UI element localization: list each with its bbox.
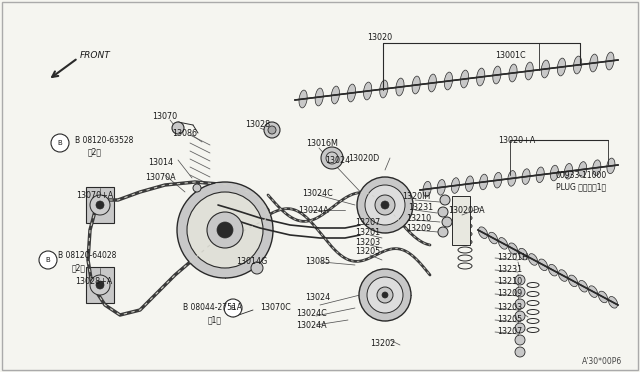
Ellipse shape xyxy=(579,162,587,177)
Text: A'30*00P6: A'30*00P6 xyxy=(582,357,622,366)
Text: 13024: 13024 xyxy=(305,294,330,302)
Text: 13205: 13205 xyxy=(497,315,522,324)
Text: 13086: 13086 xyxy=(172,128,197,138)
Ellipse shape xyxy=(548,264,557,276)
Circle shape xyxy=(440,195,450,205)
Text: 1320lH: 1320lH xyxy=(402,192,430,201)
Circle shape xyxy=(438,207,448,217)
Circle shape xyxy=(515,275,525,285)
Ellipse shape xyxy=(428,74,436,92)
Text: 13020D: 13020D xyxy=(348,154,380,163)
Ellipse shape xyxy=(465,176,474,192)
Text: 13024C: 13024C xyxy=(302,189,333,198)
Text: 13070+A: 13070+A xyxy=(76,190,113,199)
Circle shape xyxy=(442,217,452,227)
Ellipse shape xyxy=(477,68,485,86)
Text: 00933-11000: 00933-11000 xyxy=(556,170,607,180)
Text: B 08044-2751A: B 08044-2751A xyxy=(183,304,242,312)
Circle shape xyxy=(365,185,405,225)
Text: B 08120-64028: B 08120-64028 xyxy=(58,251,116,260)
Circle shape xyxy=(90,275,110,295)
Circle shape xyxy=(193,184,201,192)
Ellipse shape xyxy=(525,62,533,80)
Ellipse shape xyxy=(479,227,488,238)
Circle shape xyxy=(172,122,184,134)
Circle shape xyxy=(515,323,525,333)
Text: 13028+A: 13028+A xyxy=(75,278,112,286)
Ellipse shape xyxy=(536,167,544,183)
Text: 13020+A: 13020+A xyxy=(498,135,535,144)
Ellipse shape xyxy=(522,169,530,185)
Text: 13202: 13202 xyxy=(370,339,396,347)
Text: B: B xyxy=(45,257,51,263)
Circle shape xyxy=(377,287,393,303)
Circle shape xyxy=(39,251,57,269)
Text: 13209: 13209 xyxy=(406,224,431,232)
Text: （2）: （2） xyxy=(88,148,102,157)
Ellipse shape xyxy=(315,88,323,106)
Ellipse shape xyxy=(557,58,566,76)
Text: 13014G: 13014G xyxy=(236,257,268,266)
Text: 13028: 13028 xyxy=(245,119,270,128)
Text: 13020DA: 13020DA xyxy=(448,205,484,215)
Ellipse shape xyxy=(499,238,508,249)
Text: 13207: 13207 xyxy=(497,327,522,337)
Text: 13209: 13209 xyxy=(497,289,522,298)
Ellipse shape xyxy=(607,158,615,174)
Text: （1）: （1） xyxy=(208,315,222,324)
Circle shape xyxy=(264,122,280,138)
Ellipse shape xyxy=(568,275,577,287)
Circle shape xyxy=(321,147,343,169)
Ellipse shape xyxy=(538,259,548,271)
Circle shape xyxy=(51,134,69,152)
Circle shape xyxy=(217,222,233,238)
Ellipse shape xyxy=(299,90,307,108)
Circle shape xyxy=(251,262,263,274)
Ellipse shape xyxy=(380,80,388,98)
Ellipse shape xyxy=(598,291,607,303)
Ellipse shape xyxy=(437,180,445,195)
Ellipse shape xyxy=(573,56,582,74)
Polygon shape xyxy=(86,267,114,303)
Text: B: B xyxy=(230,305,236,311)
Text: B: B xyxy=(58,140,62,146)
Ellipse shape xyxy=(559,270,568,281)
Circle shape xyxy=(268,126,276,134)
Ellipse shape xyxy=(518,248,527,260)
Text: （2）: （2） xyxy=(72,263,86,273)
Ellipse shape xyxy=(606,52,614,70)
Text: 13024A: 13024A xyxy=(296,321,326,330)
Circle shape xyxy=(207,212,243,248)
Text: 13020: 13020 xyxy=(367,32,392,42)
Text: 13024C: 13024C xyxy=(296,310,327,318)
Text: 13201: 13201 xyxy=(355,228,380,237)
Text: 13231: 13231 xyxy=(408,202,433,212)
Ellipse shape xyxy=(479,174,488,190)
Text: 13210: 13210 xyxy=(406,214,431,222)
Ellipse shape xyxy=(593,160,601,176)
Text: 13024: 13024 xyxy=(325,155,350,164)
Ellipse shape xyxy=(508,243,518,254)
Ellipse shape xyxy=(348,84,356,102)
Ellipse shape xyxy=(423,181,431,197)
Ellipse shape xyxy=(550,165,559,181)
Circle shape xyxy=(90,195,110,215)
Ellipse shape xyxy=(412,76,420,94)
Ellipse shape xyxy=(396,78,404,96)
Text: 13205: 13205 xyxy=(355,247,380,257)
Ellipse shape xyxy=(509,64,517,82)
Text: 13070C: 13070C xyxy=(260,304,291,312)
Text: B 08120-63528: B 08120-63528 xyxy=(75,135,133,144)
Circle shape xyxy=(96,201,104,209)
Circle shape xyxy=(177,182,273,278)
Circle shape xyxy=(381,201,389,209)
Circle shape xyxy=(326,152,338,164)
Text: 13207: 13207 xyxy=(355,218,380,227)
Text: 13070A: 13070A xyxy=(145,173,175,182)
Circle shape xyxy=(515,287,525,297)
Text: FRONT: FRONT xyxy=(80,51,111,60)
Text: 13014: 13014 xyxy=(148,157,173,167)
Circle shape xyxy=(515,311,525,321)
Ellipse shape xyxy=(493,172,502,188)
